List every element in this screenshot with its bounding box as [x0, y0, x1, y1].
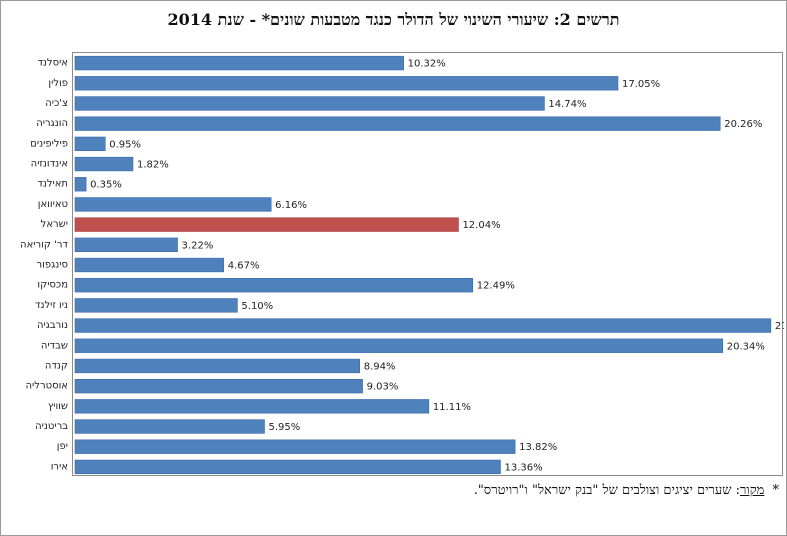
category-label: אינדונזיה	[31, 159, 68, 170]
bar	[74, 358, 361, 374]
value-label: 0.95%	[109, 139, 141, 150]
value-label: 4.67%	[228, 261, 260, 272]
value-label: 10.32%	[408, 59, 446, 70]
bar	[74, 318, 772, 333]
category-label: יפן	[57, 441, 68, 452]
source-star: *	[772, 483, 780, 498]
category-label: סינגפור	[37, 260, 68, 271]
bar	[74, 197, 272, 212]
category-label: ניו זילנד	[35, 300, 68, 311]
category-label: קנדה	[45, 360, 68, 371]
source-note: * מקור: שערים יציגים וצולבים של "בנק ישר…	[474, 482, 779, 498]
category-label: דר' קוריאה	[20, 239, 68, 250]
category-label: צ'כיה	[45, 98, 68, 109]
bar	[74, 136, 106, 152]
value-label: 21.85%	[775, 321, 784, 332]
bar	[74, 278, 474, 293]
value-label: 8.94%	[364, 361, 396, 372]
bar	[74, 76, 619, 91]
chart-title: תרשים 2: שיעורי השינוי של הדולר כנגד מטב…	[167, 10, 620, 29]
value-label: 3.22%	[182, 240, 214, 251]
bar	[74, 55, 404, 71]
category-label: הונגריה	[36, 118, 68, 129]
value-label: 13.82%	[519, 442, 557, 453]
category-axis: איסלנד פולין צ'כיה הונגריה פיליפינים אינדונזי…	[20, 58, 68, 473]
value-label: 12.49%	[477, 281, 515, 292]
value-label: 1.82%	[137, 160, 169, 171]
value-label: 6.16%	[275, 200, 307, 211]
category-label: טאיוואן	[38, 199, 68, 210]
bar	[74, 459, 501, 475]
category-label: תאילנד	[37, 179, 68, 190]
category-label: נורבגיה	[37, 320, 68, 331]
plot-area: 10.32% 17.05% 14.74% 20.26% 0.95% 1.82% 0.35% 6…	[72, 52, 784, 476]
value-label: 13.36%	[504, 462, 542, 473]
category-label: אוסטרליה	[26, 381, 68, 392]
bar	[74, 338, 724, 353]
source-label: מקור	[739, 483, 765, 498]
bar-chart: 10.32% 17.05% 14.74% 20.26% 0.95% 1.82% 0.35% 6…	[74, 55, 784, 475]
bar	[74, 419, 265, 434]
value-label: 12.04%	[462, 220, 500, 231]
source-text: : שערים יציגים וצולבים של "בנק ישראל" ו"…	[473, 483, 740, 498]
bar	[74, 378, 363, 394]
category-label: פולין	[48, 78, 68, 89]
value-label: 17.05%	[622, 79, 660, 90]
category-label: מכסיקו	[37, 280, 68, 291]
bar	[74, 399, 430, 414]
bar-highlight	[74, 217, 459, 232]
category-label: בריטניה	[35, 421, 68, 432]
value-label: 5.10%	[241, 301, 273, 312]
value-label: 5.95%	[268, 422, 300, 433]
bar	[74, 237, 178, 252]
bar	[74, 298, 238, 313]
bar	[74, 156, 134, 172]
category-label: ישראל	[41, 219, 68, 230]
value-label: 20.34%	[727, 341, 765, 352]
bar	[74, 257, 225, 273]
value-label: 0.35%	[90, 180, 122, 191]
category-label: שוויץ	[48, 401, 68, 412]
value-label: 11.11%	[433, 402, 471, 413]
value-label: 14.74%	[548, 99, 586, 110]
category-label: שבדיה	[41, 340, 68, 351]
bar	[74, 439, 516, 454]
category-label: אירו	[51, 461, 68, 472]
value-label: 9.03%	[367, 382, 399, 393]
category-label: איסלנד	[37, 58, 68, 69]
bar	[74, 96, 545, 111]
bar	[74, 177, 87, 192]
category-label: פיליפינים	[30, 138, 68, 149]
bar	[74, 116, 721, 131]
value-label: 20.26%	[724, 119, 762, 130]
